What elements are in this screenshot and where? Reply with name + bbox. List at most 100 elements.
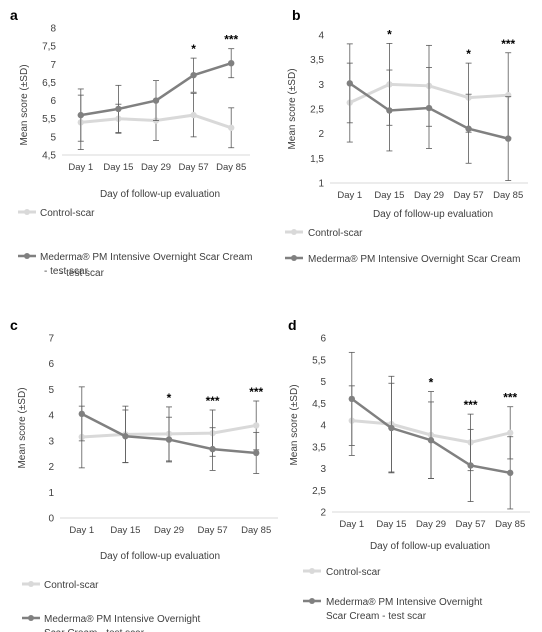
legend-item-control-scar: Control-scar: [22, 580, 99, 591]
control-scar-point: [228, 124, 235, 131]
y-tick-label: 1: [318, 179, 324, 190]
y-tick-label: 4,5: [42, 151, 56, 162]
test-scar-point: [507, 469, 514, 477]
y-tick-label: 6,5: [42, 78, 56, 89]
significance-marker: *: [167, 391, 172, 405]
legend-swatch-marker: [309, 598, 315, 604]
legend-label: Control-scar: [44, 580, 99, 591]
x-tick-label: Day 15: [374, 190, 404, 201]
test-scar-point: [77, 111, 85, 119]
y-axis-title: Mean score (±SD): [287, 68, 298, 149]
test-scar-point: [346, 80, 353, 87]
legend-item-test-scar: Mederma® PM Intensive Overnight Scar Cre…: [60, 254, 520, 279]
significance-marker: ***: [464, 398, 478, 412]
test-scar-point: [467, 462, 474, 469]
test-scar-point: [228, 59, 235, 67]
y-tick-label: 5,5: [312, 355, 326, 366]
legend-swatch-marker: [24, 253, 30, 259]
legend-swatch-marker: [28, 581, 34, 587]
x-tick-label: Day 57: [179, 162, 209, 173]
y-tick-label: 0: [48, 514, 54, 525]
legend-item-test-scar: Mederma® PM Intensive Overnight Scar Cre…: [18, 252, 252, 277]
x-tick-label: Day 57: [454, 190, 484, 201]
y-tick-label: 1,5: [310, 154, 324, 165]
chart-panel-c: c 0 1 2 3 4 5 6 7 Day 1 Day 15 Day 29 Day 57 Day 85 Da…: [10, 317, 278, 632]
significance-marker: *: [191, 42, 196, 56]
y-tick-label: 4,5: [312, 399, 326, 410]
significance-marker: ***: [249, 385, 263, 399]
y-tick-label: 2,5: [312, 486, 326, 497]
x-tick-label: Day 85: [495, 519, 525, 530]
y-tick-label: 2: [318, 129, 324, 140]
x-tick-label: Day 57: [456, 519, 486, 530]
x-axis-title: Day of follow-up evaluation: [373, 209, 493, 220]
legend-label: Control-scar: [40, 208, 95, 219]
legend-swatch-marker: [291, 255, 297, 261]
y-tick-label: 4: [318, 31, 324, 42]
test-scar-point: [348, 395, 355, 403]
legend-swatch-marker: [24, 209, 30, 215]
control-scar-point: [507, 429, 514, 437]
test-scar-point: [190, 71, 197, 79]
y-tick-label: 7,5: [42, 42, 56, 53]
y-tick-label: 6: [320, 334, 326, 345]
x-axis-title: Day of follow-up evaluation: [100, 189, 220, 200]
test-scar-point: [152, 97, 160, 104]
panel-label: d: [288, 317, 297, 333]
test-scar-point: [505, 135, 512, 142]
legend-label: Control-scar: [308, 228, 363, 239]
x-tick-label: Day 15: [103, 162, 133, 173]
y-tick-label: 3: [48, 436, 54, 447]
x-tick-label: Day 1: [337, 190, 362, 201]
x-tick-label: Day 29: [416, 519, 446, 530]
y-tick-label: 4: [48, 411, 54, 422]
control-scar-point: [190, 111, 197, 119]
y-tick-label: 5: [48, 385, 54, 396]
chart-panel-a: a 4,5 5 5,5 6 6,5 7 7,5 8 Day 1 Day 15 Day 29 Day 57…: [10, 7, 252, 277]
control-scar-point: [253, 422, 260, 429]
significance-marker: ***: [206, 394, 220, 408]
x-axis-title: Day of follow-up evaluation: [100, 551, 220, 562]
test-scar-point: [388, 424, 395, 432]
test-scar-point: [115, 105, 122, 113]
legend-item-control-scar: Control-scar: [18, 208, 95, 219]
x-tick-label: Day 57: [198, 525, 228, 536]
test-scar-point: [122, 433, 129, 440]
x-tick-label: Day 85: [493, 190, 523, 201]
test-scar-point: [253, 449, 260, 457]
x-tick-label: Day 29: [414, 190, 444, 201]
test-scar-point: [427, 437, 435, 444]
legend-swatch-marker: [28, 615, 34, 621]
y-tick-label: 4: [320, 421, 326, 432]
x-tick-label: Day 85: [216, 162, 246, 173]
y-tick-label: 6: [48, 359, 54, 370]
significance-marker: *: [429, 376, 434, 390]
y-tick-label: 8: [50, 24, 56, 35]
y-tick-label: 2: [320, 508, 326, 519]
significance-marker: *: [466, 47, 471, 61]
legend-label: Mederma® PM Intensive Overnight Scar Cre…: [40, 252, 252, 277]
panel-label: c: [10, 317, 18, 333]
y-tick-label: 2: [48, 462, 54, 473]
significance-marker: ***: [503, 391, 517, 405]
y-tick-label: 5,5: [42, 114, 56, 125]
x-tick-label: Day 15: [110, 525, 140, 536]
x-tick-label: Day 1: [69, 525, 94, 536]
x-tick-label: Day 29: [141, 162, 171, 173]
panel-label: a: [10, 7, 18, 23]
test-scar-point: [425, 104, 433, 112]
y-tick-label: 1: [48, 488, 54, 499]
legend-swatch-marker: [309, 568, 315, 574]
y-tick-label: 5: [320, 377, 326, 388]
y-tick-label: 3: [320, 464, 326, 475]
panel-label: b: [292, 7, 301, 23]
significance-marker: ***: [501, 37, 515, 51]
legend-swatch-marker: [291, 229, 297, 235]
significance-marker: *: [387, 27, 392, 41]
test-scar-point: [165, 436, 173, 443]
chart-panel-b: b 1 1,5 2 2,5 3 3,5 4 Day 1 Day 15 Day 29 Day 57 Day…: [60, 7, 528, 279]
